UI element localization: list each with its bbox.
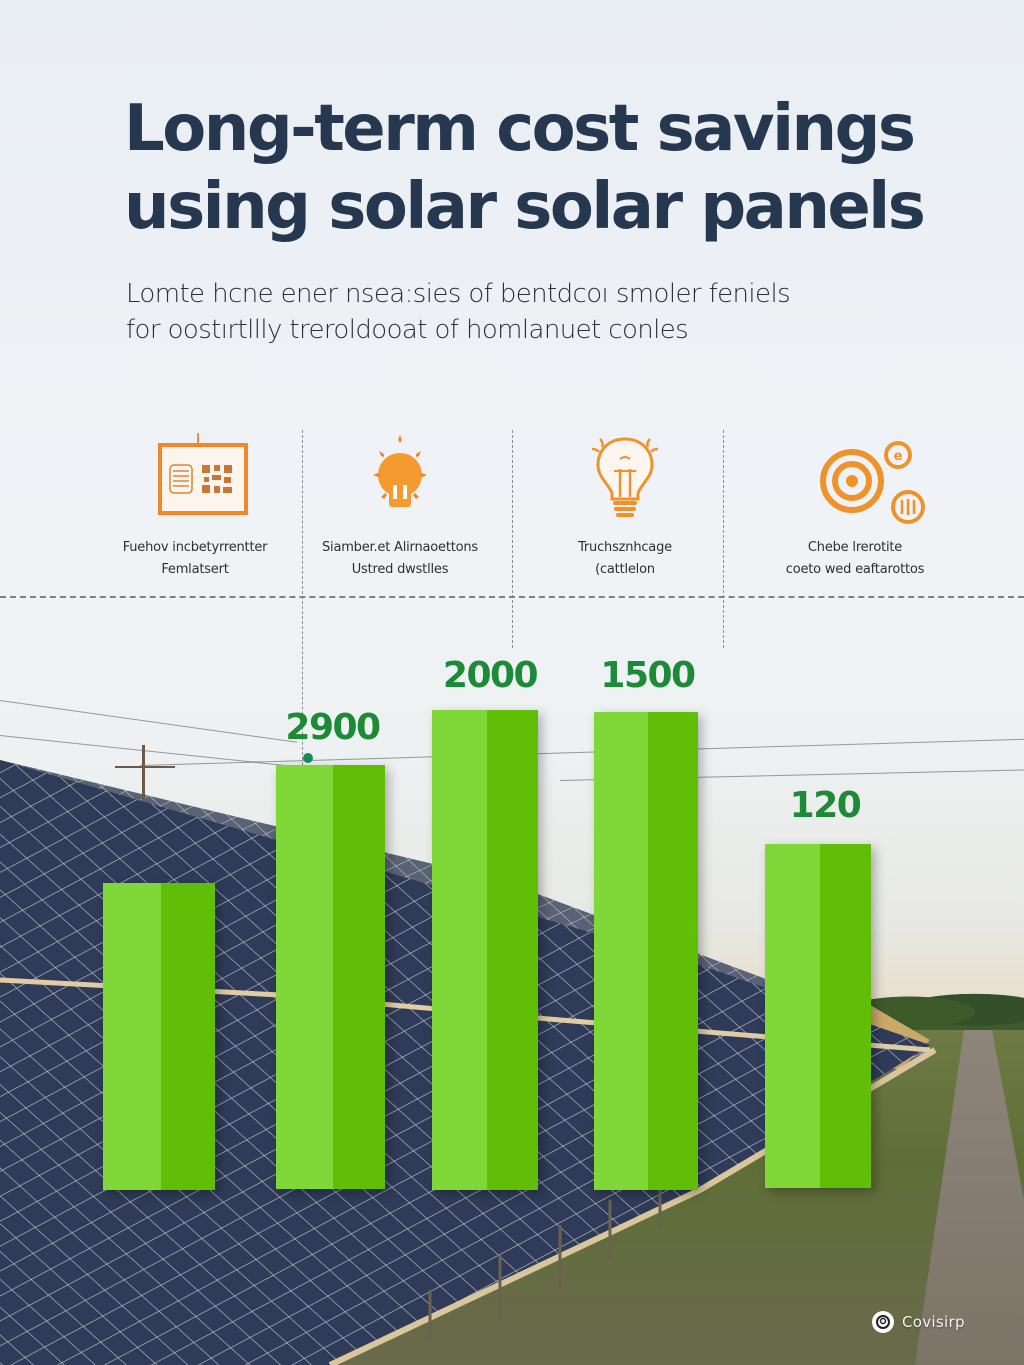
brand-watermark: Covisirp	[872, 1311, 965, 1333]
feature-item: Fuehov incbetyrrentter Femlatsert	[90, 425, 300, 595]
utility-pole	[142, 745, 145, 800]
title-line-2: using solar solar panels	[124, 170, 926, 244]
subtitle-line-2: for oostırtllly treroldooat of homlanuet…	[126, 315, 689, 345]
bar-value-label: 120	[789, 785, 862, 826]
feature-label-line-2: coeto wed eaftarottos	[785, 562, 925, 577]
feature-item: e Chebe lrerotite coeto wed eaftarottos	[750, 425, 960, 595]
target-coins-icon: e	[800, 429, 925, 524]
divider-horizontal	[0, 596, 1024, 598]
bar-4	[594, 712, 698, 1190]
feature-item: Siamber.et Alirnaoettons Ustred dwstlles	[295, 425, 505, 595]
svg-text:e: e	[894, 449, 903, 464]
feature-label-line-1: Truchsznhcage	[578, 540, 672, 555]
feature-label-line-2: Ustred dwstlles	[351, 562, 449, 577]
marker-dot	[303, 753, 313, 763]
brand-name: Covisirp	[902, 1313, 965, 1331]
feature-label-line-1: Fuehov incbetyrrentter	[122, 540, 268, 555]
subtitle: Lomte hcne ener nsea:sies of bentdcoı sm…	[126, 276, 926, 348]
bar-5	[765, 844, 871, 1188]
bar-2	[276, 765, 385, 1189]
lightbulb-outline-icon	[570, 429, 680, 524]
title-line-1: Long-term cost savings	[124, 92, 916, 166]
feature-label-line-2: (cattlelon	[595, 562, 655, 577]
lightbulb-filled-icon	[345, 429, 455, 524]
subtitle-line-1: Lomte hcne ener nsea:sies of bentdcoı sm…	[126, 279, 791, 309]
bar-1	[103, 883, 215, 1190]
feature-label-line-1: Chebe lrerotite	[807, 540, 903, 555]
bar-value-label: 2900	[285, 707, 381, 748]
bar-value-label: 2000	[442, 655, 539, 696]
bar-value-label: 1500	[600, 655, 696, 696]
feature-label-line-1: Siamber.et Alirnaoettons	[321, 540, 478, 555]
divider-vertical	[723, 430, 724, 648]
feature-item: Truchsznhcage (cattlelon	[520, 425, 730, 595]
divider-vertical	[512, 430, 513, 648]
utility-pole-crossarm	[115, 766, 175, 768]
feature-label-line-2: Femlatsert	[161, 562, 229, 577]
brand-logo-icon	[872, 1311, 894, 1333]
page-title: Long-term cost savings using solar solar…	[124, 90, 964, 246]
document-qr-icon	[140, 429, 250, 524]
feature-row: Fuehov incbetyrrentter Femlatsert	[90, 425, 950, 600]
bar-3	[432, 710, 538, 1190]
